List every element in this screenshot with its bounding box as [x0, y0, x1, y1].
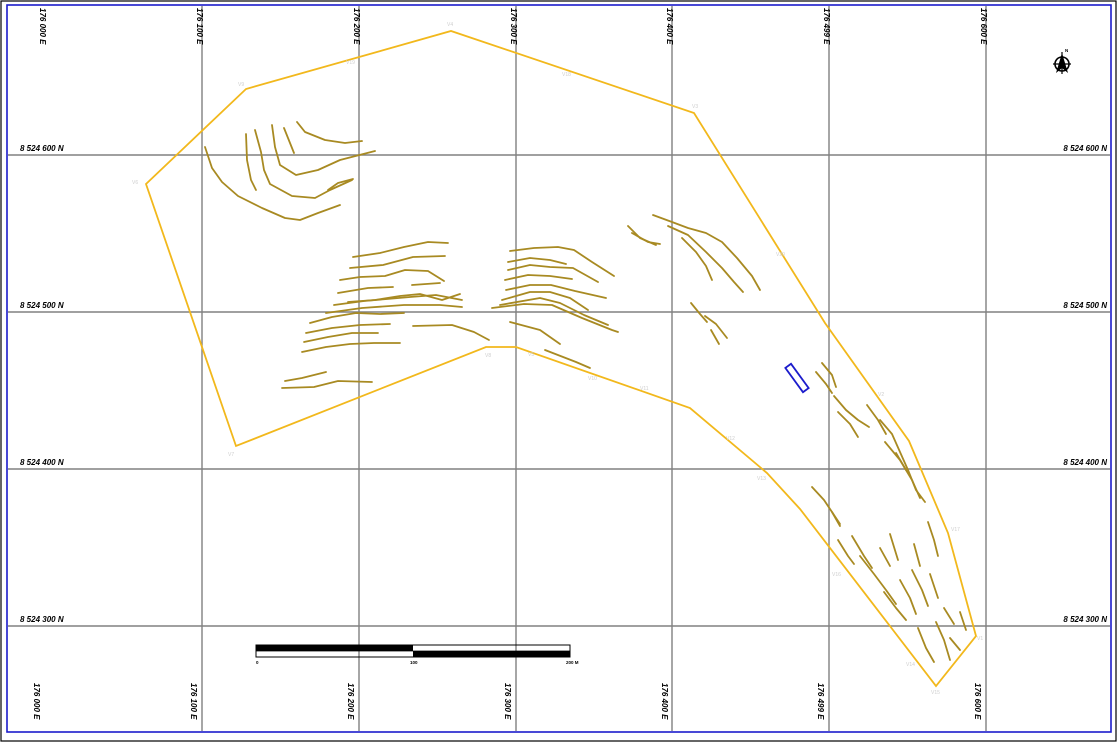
vertex-label: V4: [447, 22, 453, 28]
easting-label-bottom: 176 100 E: [189, 683, 198, 720]
vertex-label: V8: [485, 353, 491, 359]
contour-lines: [204, 121, 967, 663]
northing-label-right: 8 524 500 N: [1063, 301, 1107, 310]
north-arrow-icon: N: [1053, 48, 1071, 74]
northing-label-right: 8 524 300 N: [1063, 615, 1107, 624]
northing-label-left: 8 524 500 N: [20, 301, 64, 310]
vertex-label: V11: [640, 386, 649, 392]
vertex-label: V10: [588, 376, 597, 382]
vertex-label: V20: [776, 252, 785, 258]
vertex-label: V16: [832, 572, 841, 578]
northing-label-left: 8 524 400 N: [20, 458, 64, 467]
northing-label-right: 8 524 400 N: [1063, 458, 1107, 467]
northing-label-left: 8 524 600 N: [20, 144, 64, 153]
easting-label-bottom: 176 300 E: [503, 683, 512, 720]
northing-label-left: 8 524 300 N: [20, 615, 64, 624]
vertex-label: V14: [906, 662, 915, 668]
vertex-label: V2: [878, 392, 884, 398]
easting-label-bottom: 176 200 E: [346, 683, 355, 720]
easting-label-top: 176 000 E: [38, 8, 47, 45]
scale-label: 0: [256, 660, 259, 665]
easting-label-bottom: 176 400 E: [660, 683, 669, 720]
easting-label-top: 176 300 E: [509, 8, 518, 45]
scale-label: 100: [410, 660, 418, 665]
site-boundary: [144, 30, 977, 688]
vertex-label: V12: [726, 436, 735, 442]
right-northing-labels: 8 524 600 N 8 524 500 N 8 524 400 N 8 52…: [1063, 144, 1107, 624]
easting-label-top: 176 600 E: [979, 8, 988, 45]
easting-label-bottom: 176 600 E: [973, 683, 982, 720]
inner-frame: [6, 4, 1112, 733]
vertex-label: V17: [951, 527, 960, 533]
vertex-label: V1: [977, 636, 983, 642]
scale-bar: 0 100 200 M: [255, 644, 579, 665]
easting-label-top: 176 499 E: [822, 8, 831, 45]
vertex-label: V6: [132, 180, 138, 186]
vertex-label: V15: [931, 690, 940, 696]
northing-label-right: 8 524 600 N: [1063, 144, 1107, 153]
easting-label-bottom: 176 499 E: [816, 683, 825, 720]
vertex-label: V3: [692, 104, 698, 110]
bottom-easting-labels: 176 000 E 176 100 E 176 200 E 176 300 E …: [32, 683, 982, 720]
north-letter: N: [1065, 48, 1068, 53]
easting-label-bottom: 176 000 E: [32, 683, 41, 720]
top-easting-labels: 176 000 E 176 100 E 176 200 E 176 300 E …: [38, 8, 988, 45]
easting-label-top: 176 100 E: [195, 8, 204, 45]
vertex-label: V13: [757, 476, 766, 482]
left-northing-labels: 8 524 600 N 8 524 500 N 8 524 400 N 8 52…: [20, 144, 64, 624]
scale-label: 200 M: [566, 660, 579, 665]
vertex-label: V18: [562, 72, 571, 78]
grid-lines: [8, 6, 1110, 731]
vertex-label: V5: [528, 352, 534, 358]
easting-label-top: 176 400 E: [665, 8, 674, 45]
easting-label-top: 176 200 E: [352, 8, 361, 45]
vertex-label: V9: [238, 82, 244, 88]
vertex-label: V7: [228, 452, 234, 458]
site-marker: [784, 362, 810, 394]
vertex-labels: V1 V2 V3 V4 V5 V6 V7 V8 V9 V10 V11 V12 V…: [132, 22, 983, 696]
vertex-label: V19: [346, 60, 355, 66]
